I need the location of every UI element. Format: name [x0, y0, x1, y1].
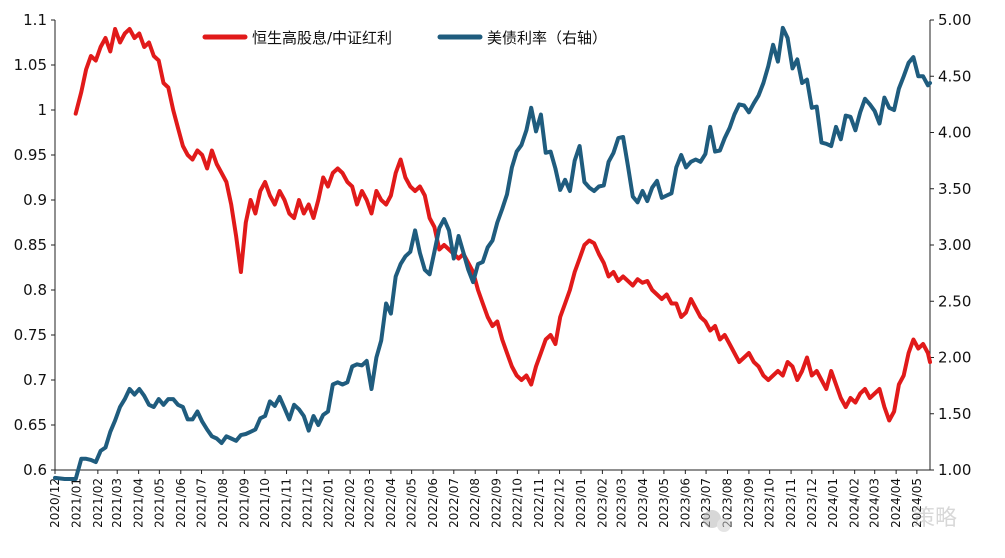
x-tick-label: 2021/11: [280, 478, 294, 528]
x-tick-label: 2020/12: [48, 478, 62, 528]
y-right-tick-label: 3.00: [938, 236, 971, 254]
x-tick-label: 2022/05: [405, 478, 419, 528]
x-tick-label: 2022/06: [426, 478, 440, 528]
y-right-tick-label: 5.00: [938, 11, 971, 29]
x-tick-label: 2024/01: [826, 478, 840, 528]
x-tick-label: 2021/03: [110, 478, 124, 528]
x-tick-label: 2021/02: [91, 478, 105, 528]
x-tick-label: 2023/05: [657, 478, 671, 528]
x-tick-label: 2023/04: [636, 478, 650, 528]
y-right-tick-label: 4.50: [938, 67, 971, 85]
y-right-tick-label: 4.00: [938, 124, 971, 142]
y-left-tick-label: 0.75: [14, 326, 47, 344]
series-layer: [53, 25, 932, 481]
x-tick-label: 2023/02: [595, 478, 609, 528]
y-right-tick-label: 3.50: [938, 180, 971, 198]
x-tick-label: 2023/08: [720, 478, 734, 528]
x-tick-label: 2023/03: [615, 478, 629, 528]
x-tick-label: 2024/04: [889, 478, 903, 528]
x-tick-label: 2023/11: [784, 478, 798, 528]
x-tick-label: 2023/01: [574, 478, 588, 528]
legend-label-hang-seng-dividend-ratio: 恒生高股息/中证红利: [252, 29, 392, 47]
watermark: 策略: [703, 506, 957, 532]
x-tick-label: 2021/04: [132, 478, 146, 528]
x-tick-label: 2021/05: [152, 478, 166, 528]
y-left-tick-label: 0.65: [14, 416, 47, 434]
x-tick-label: 2021/10: [258, 478, 272, 528]
x-tick-label: 2023/06: [678, 478, 692, 528]
y-right-tick-label: 2.00: [938, 349, 971, 367]
y-left-tick-label: 0.7: [23, 371, 47, 389]
x-tick-label: 2021/01: [69, 478, 83, 528]
x-tick-label: 2021/06: [174, 478, 188, 528]
y-left-tick-label: 0.6: [23, 461, 47, 479]
x-tick-label: 2022/08: [468, 478, 482, 528]
y-right-tick-label: 2.50: [938, 292, 971, 310]
x-tick-label: 2022/09: [490, 478, 504, 528]
x-tick-label: 2023/09: [742, 478, 756, 528]
x-tick-label: 2022/12: [553, 478, 567, 528]
x-tick-label: 2022/07: [447, 478, 461, 528]
watermark-text: 策略: [913, 506, 957, 531]
y-left-tick-label: 0.8: [23, 281, 47, 299]
y-left-tick-label: 1: [37, 101, 47, 119]
x-tick-label: 2024/05: [910, 478, 924, 528]
x-tick-label: 2024/03: [868, 478, 882, 528]
x-tick-label: 2022/02: [343, 478, 357, 528]
y-left-tick-label: 0.85: [14, 236, 47, 254]
series-line-hang-seng-dividend-ratio: [73, 27, 932, 423]
x-tick-label: 2024/02: [848, 478, 862, 528]
axes: 0.6 0.65 0.7 0.75 0.8 0.85 0.9 0.95 1 1.05 1.1 1.00…: [14, 11, 972, 528]
y-left-tick-label: 1.05: [14, 56, 47, 74]
x-tick-label: 2023/10: [763, 478, 777, 528]
y-left-tick-label: 0.95: [14, 146, 47, 164]
series-line-us-treasury-yield: [53, 25, 932, 481]
x-tick-label: 2022/04: [384, 478, 398, 528]
x-tick-label: 2022/01: [322, 478, 336, 528]
y-left-tick-label: 0.9: [23, 191, 47, 209]
legend: 恒生高股息/中证红利 美债利率（右轴）: [202, 29, 607, 47]
wechat-logo-icon: [703, 510, 731, 532]
x-tick-label: 2022/03: [362, 478, 376, 528]
x-tick-label: 2021/12: [300, 478, 314, 528]
y-right-tick-label: 1.50: [938, 405, 971, 423]
x-tick-label: 2021/07: [195, 478, 209, 528]
y-right-tick-label: 1.00: [938, 461, 971, 479]
x-tick-label: 2022/10: [510, 478, 524, 528]
x-tick-label: 2023/12: [805, 478, 819, 528]
y-left-tick-label: 1.1: [23, 11, 47, 29]
x-tick-label: 2021/09: [237, 478, 251, 528]
x-tick-label: 2021/08: [216, 478, 230, 528]
x-tick-label: 2022/11: [532, 478, 546, 528]
legend-label-us-treasury-yield: 美债利率（右轴）: [487, 29, 607, 47]
